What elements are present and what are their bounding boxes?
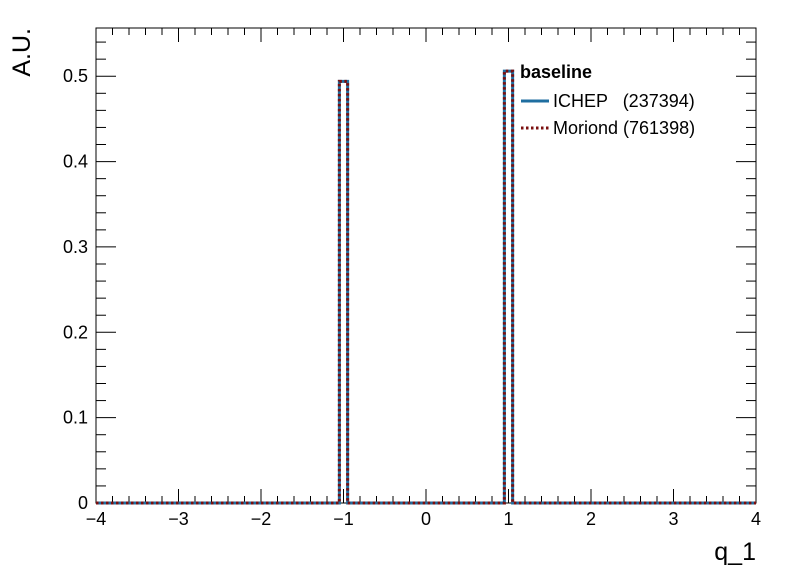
y-tick-label: 0.3 [63,237,88,257]
x-tick-label: 3 [668,509,678,529]
series-line-ichep [96,69,756,505]
x-tick-label: 0 [421,509,431,529]
x-tick-label: −4 [86,509,107,529]
x-tick-label: −1 [333,509,354,529]
y-tick-label: 0.4 [63,152,88,172]
x-tick-label: 4 [751,509,761,529]
y-tick-label: 0.2 [63,322,88,342]
y-axis-label: A.U. [8,28,36,77]
x-axis-label: q_1 [714,538,756,566]
x-tick-label: 1 [503,509,513,529]
x-axis-ticks: −4 −3 −2 −1 0 1 2 3 4 [86,28,761,529]
y-axis-ticks: 0 0.1 0.2 0.3 0.4 0.5 [63,41,756,513]
histogram-series [96,69,756,505]
y-tick-label: 0.5 [63,66,88,86]
x-tick-label: −2 [251,509,272,529]
y-tick-label: 0 [78,493,88,513]
legend-entry-moriond: Moriond (761398) [553,118,695,138]
x-tick-label: 2 [586,509,596,529]
legend-entry-ichep: ICHEP (237394) [553,91,695,111]
legend-title: baseline [520,62,592,82]
x-tick-label: −3 [168,509,189,529]
y-tick-label: 0.1 [63,408,88,428]
legend: baseline ICHEP (237394) Moriond (761398) [520,62,695,138]
